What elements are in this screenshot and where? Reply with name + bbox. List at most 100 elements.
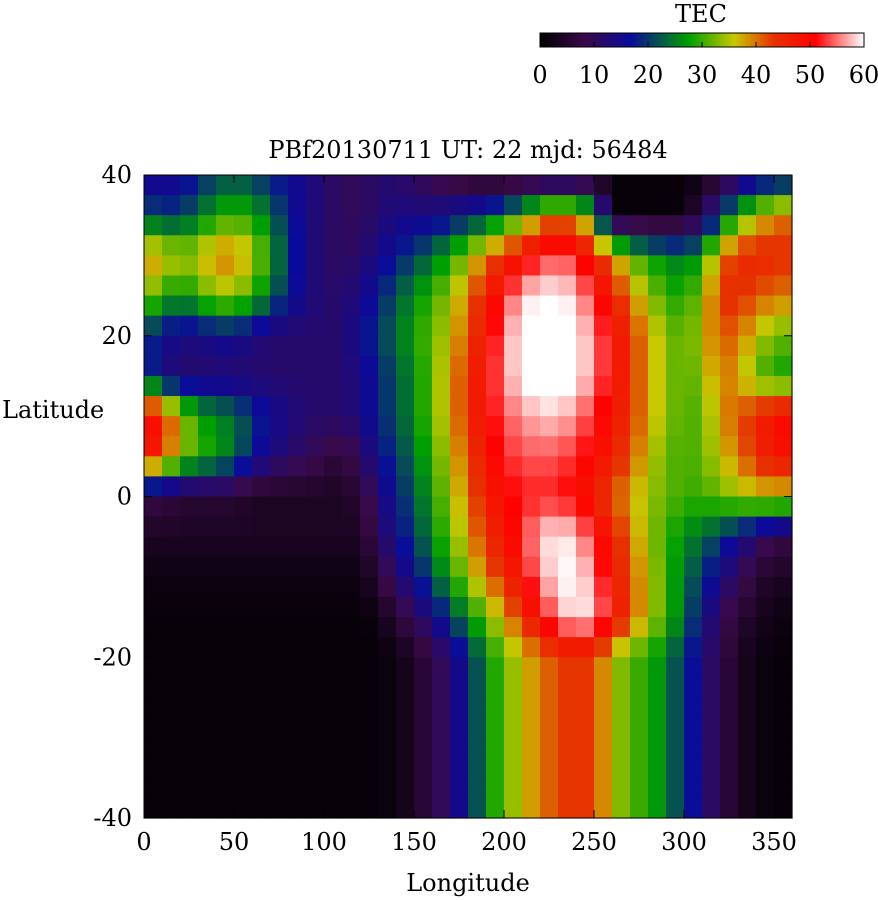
heatmap-cell xyxy=(648,295,667,317)
heatmap-cell xyxy=(738,396,757,417)
heatmap-cell xyxy=(630,737,649,759)
heatmap-cell xyxy=(324,175,343,196)
heatmap-cell xyxy=(342,596,361,618)
heatmap-cell xyxy=(234,275,253,297)
heatmap-cell xyxy=(288,637,307,658)
heatmap-cell xyxy=(558,596,577,618)
heatmap-cell xyxy=(756,777,775,799)
heatmap-cell xyxy=(468,215,487,236)
heatmap-cell xyxy=(666,416,685,437)
heatmap-cell xyxy=(468,697,487,719)
heatmap-cell xyxy=(180,175,199,196)
heatmap-cell xyxy=(468,235,487,256)
heatmap-cell xyxy=(288,215,307,236)
heatmap-cell xyxy=(720,556,739,578)
heatmap-cell xyxy=(216,516,235,538)
heatmap-cell xyxy=(342,637,361,658)
heatmap-cell xyxy=(666,315,685,337)
heatmap-cell xyxy=(720,375,739,397)
heatmap-cell xyxy=(288,496,307,518)
heatmap-cell xyxy=(522,335,541,357)
heatmap-cell xyxy=(468,416,487,437)
heatmap-cell xyxy=(576,637,595,658)
heatmap-cell xyxy=(216,596,235,618)
heatmap-cell xyxy=(414,496,433,518)
heatmap-cell xyxy=(180,677,199,699)
y-tick-label: -40 xyxy=(93,804,132,832)
heatmap-cell xyxy=(612,536,631,558)
heatmap-cell xyxy=(234,215,253,236)
heatmap-cell xyxy=(594,416,613,437)
heatmap-cell xyxy=(630,456,649,477)
heatmap-cell xyxy=(648,416,667,437)
heatmap-cell xyxy=(270,797,289,819)
heatmap-cell xyxy=(414,335,433,357)
heatmap-cell xyxy=(558,195,577,216)
heatmap-cell xyxy=(756,697,775,719)
heatmap-cell xyxy=(216,215,235,236)
heatmap-cell xyxy=(558,175,577,196)
heatmap-cell xyxy=(594,315,613,337)
heatmap-cell xyxy=(252,355,271,377)
heatmap-cell xyxy=(144,436,163,457)
heatmap-cell xyxy=(558,355,577,377)
heatmap-cell xyxy=(648,255,667,277)
heatmap-cell xyxy=(450,536,469,558)
heatmap-cell xyxy=(414,275,433,297)
heatmap-cell xyxy=(216,436,235,457)
heatmap-cell xyxy=(414,416,433,437)
heatmap-cell xyxy=(468,375,487,397)
heatmap-cell xyxy=(396,576,415,598)
heatmap-cell xyxy=(522,576,541,598)
heatmap-cell xyxy=(234,556,253,578)
heatmap-cell xyxy=(360,456,379,477)
heatmap-cell xyxy=(666,476,685,498)
heatmap-cell xyxy=(774,717,793,739)
heatmap-cell xyxy=(288,757,307,779)
heatmap-cell xyxy=(270,215,289,236)
heatmap-cell xyxy=(378,717,397,739)
heatmap-cell xyxy=(576,175,595,196)
heatmap-cell xyxy=(234,596,253,618)
heatmap-cell xyxy=(378,476,397,498)
heatmap-cell xyxy=(270,536,289,558)
heatmap-cell xyxy=(306,355,325,377)
heatmap-cell xyxy=(684,295,703,317)
heatmap-cell xyxy=(540,476,559,498)
heatmap-cell xyxy=(162,737,181,759)
heatmap-cell xyxy=(144,315,163,337)
heatmap-cell xyxy=(324,315,343,337)
heatmap-cell xyxy=(504,637,523,658)
heatmap-cell xyxy=(504,335,523,357)
heatmap-cell xyxy=(720,315,739,337)
heatmap-cell xyxy=(504,556,523,578)
heatmap-cell xyxy=(378,637,397,658)
heatmap-cell xyxy=(342,717,361,739)
heatmap-cell xyxy=(684,456,703,477)
heatmap-cell xyxy=(666,797,685,819)
heatmap-cell xyxy=(378,355,397,377)
heatmap-cell xyxy=(558,235,577,256)
heatmap-cell xyxy=(324,637,343,658)
heatmap-cell xyxy=(576,516,595,538)
heatmap-cell xyxy=(558,757,577,779)
heatmap-cell xyxy=(396,375,415,397)
heatmap-cell xyxy=(666,295,685,317)
heatmap-cell xyxy=(198,355,217,377)
heatmap-cell xyxy=(630,175,649,196)
heatmap-cell xyxy=(486,797,505,819)
heatmap-cell xyxy=(252,195,271,216)
heatmap-cell xyxy=(162,556,181,578)
heatmap-cell xyxy=(162,617,181,638)
heatmap-cell xyxy=(378,596,397,618)
heatmap-cell xyxy=(720,436,739,457)
heatmap-cell xyxy=(486,757,505,779)
heatmap-cell xyxy=(342,335,361,357)
heatmap-cell xyxy=(288,576,307,598)
heatmap-cell xyxy=(306,175,325,196)
heatmap-cell xyxy=(378,396,397,417)
heatmap-cell xyxy=(702,737,721,759)
heatmap-cell xyxy=(378,235,397,256)
heatmap-cell xyxy=(414,576,433,598)
heatmap-cell xyxy=(342,777,361,799)
